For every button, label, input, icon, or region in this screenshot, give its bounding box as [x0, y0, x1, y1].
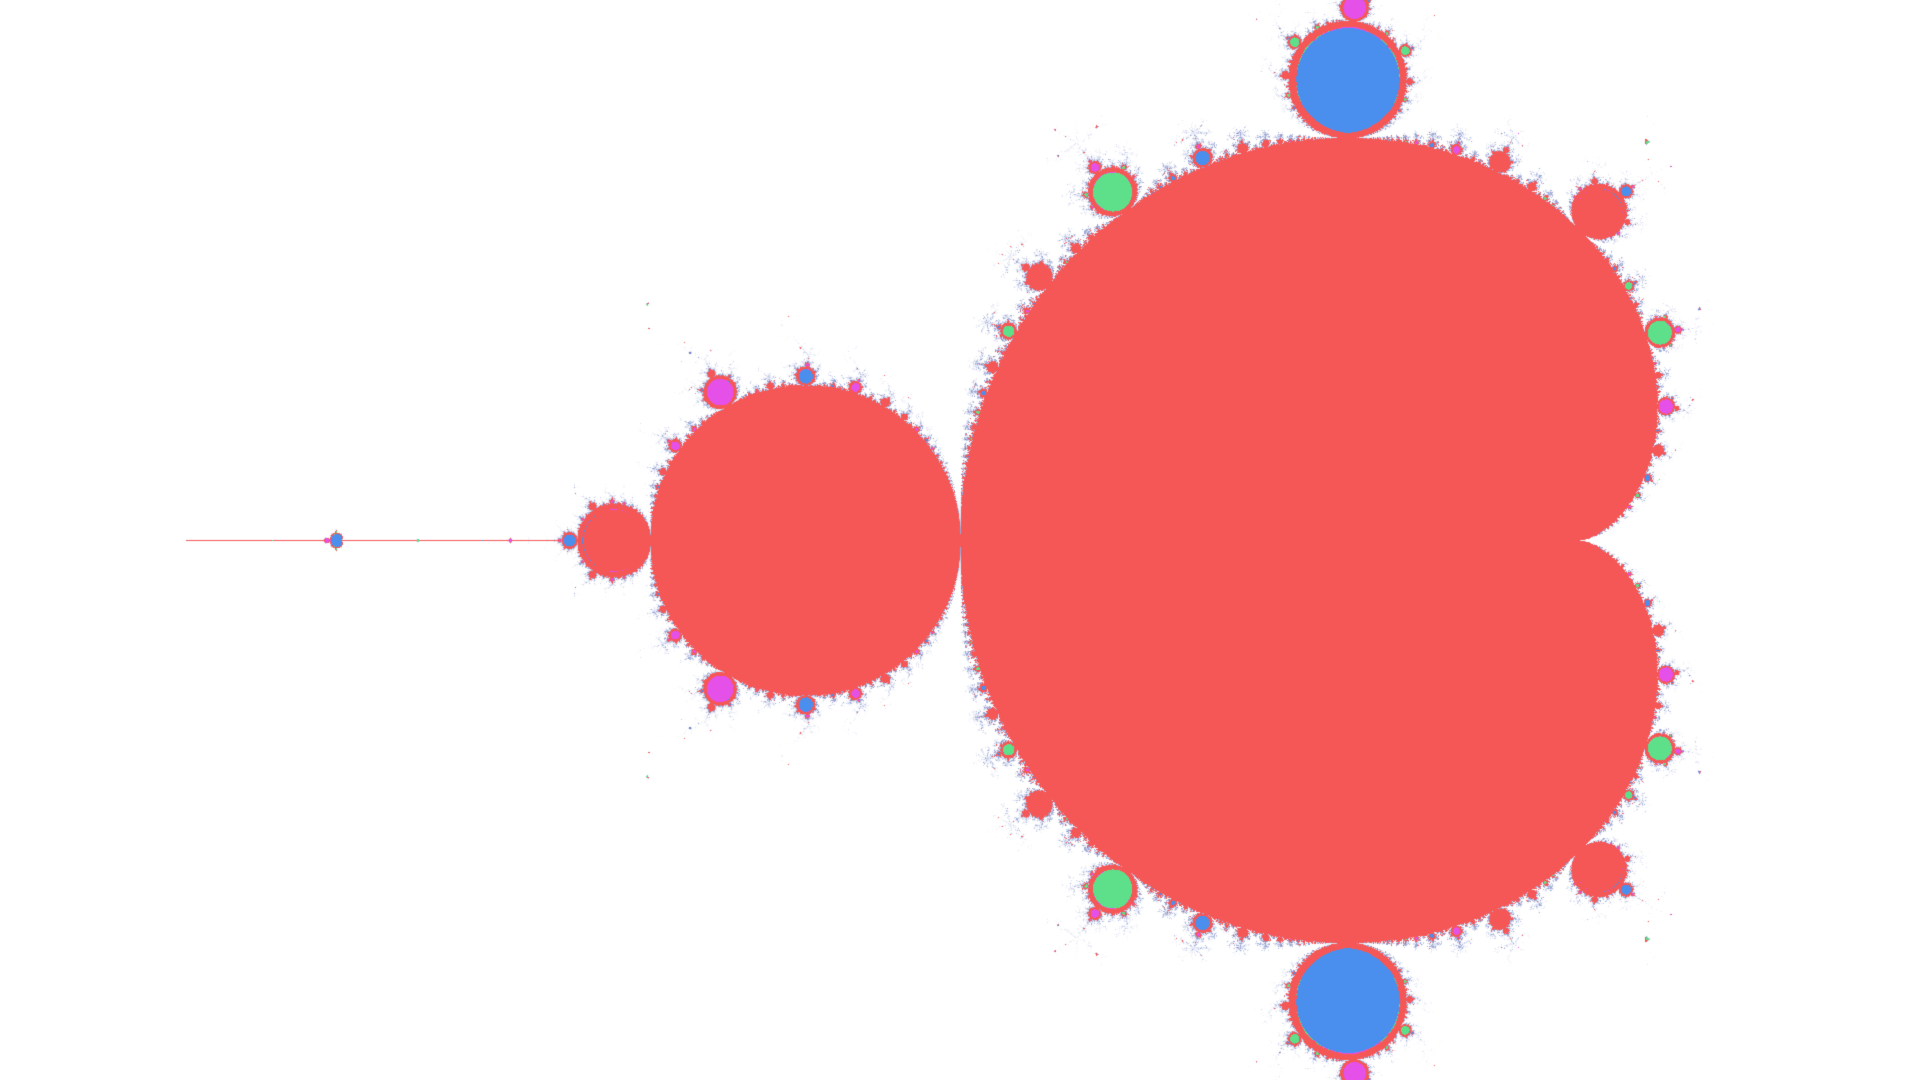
- mandelbrot-fractal-image: [0, 0, 1920, 1080]
- fractal-viewport[interactable]: [0, 0, 1920, 1080]
